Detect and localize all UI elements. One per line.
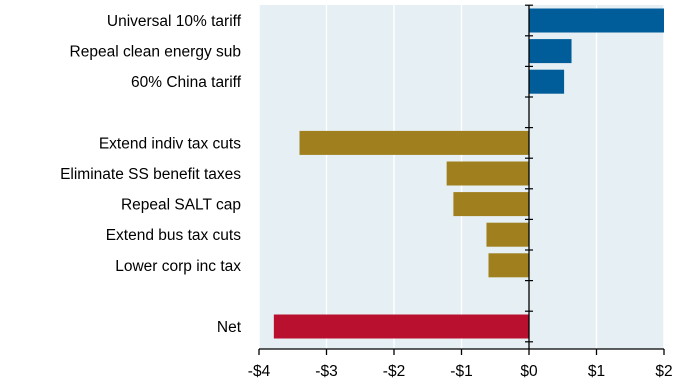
- x-axis-tick-labels: -$4 -$3 -$2 -$1 $0 $1 $2: [248, 348, 673, 380]
- x-tick-label: $0: [520, 363, 538, 380]
- category-label: Repeal SALT cap: [121, 197, 241, 214]
- bar: [529, 39, 572, 64]
- x-tick-label: -$4: [248, 363, 271, 380]
- x-tick-label: -$3: [315, 363, 337, 380]
- x-tick-label: -$2: [383, 363, 405, 380]
- x-tick-label: $2: [655, 363, 672, 380]
- category-label: Extend bus tax cuts: [106, 227, 242, 244]
- bar: [299, 130, 529, 155]
- category-labels: Universal 10% tariff Repeal clean energy …: [60, 13, 242, 336]
- category-label: Extend indiv tax cuts: [99, 135, 241, 152]
- bars: [273, 8, 664, 339]
- x-tick-label: -$1: [450, 363, 472, 380]
- bar: [453, 192, 529, 217]
- category-label: Net: [217, 319, 242, 336]
- bar: [273, 314, 529, 339]
- x-tick-label: $1: [588, 363, 605, 380]
- bar: [529, 8, 664, 33]
- zero-axis: [525, 4, 533, 349]
- category-label: 60% China tariff: [131, 74, 242, 91]
- bar: [446, 161, 529, 186]
- bar: [529, 69, 565, 94]
- bar: [488, 253, 529, 278]
- bar: [486, 222, 529, 247]
- category-label: Eliminate SS benefit taxes: [60, 166, 241, 183]
- category-label: Repeal clean energy sub: [70, 44, 241, 61]
- category-label: Universal 10% tariff: [107, 13, 242, 30]
- category-label: Lower corp inc tax: [115, 258, 241, 275]
